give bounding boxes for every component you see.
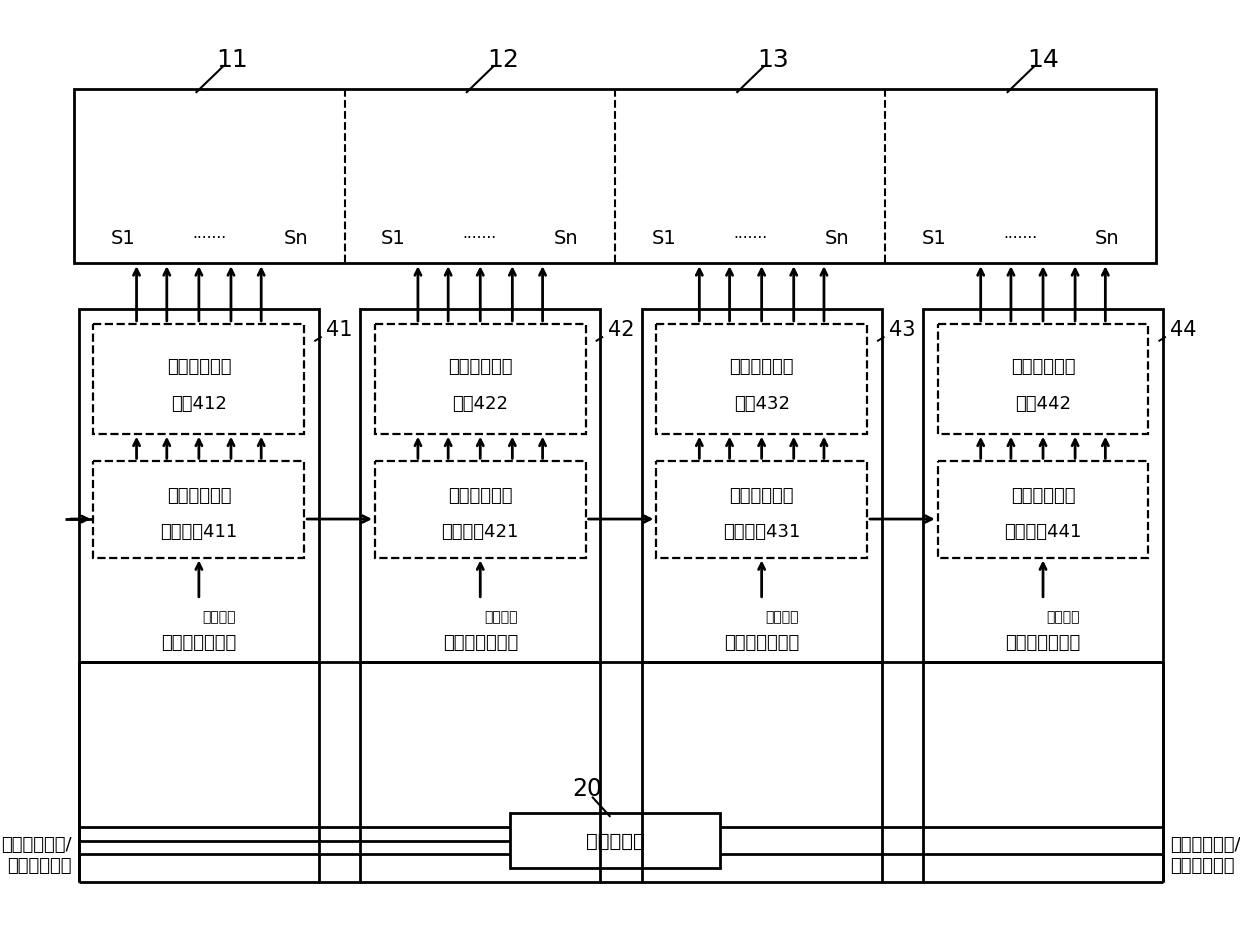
Text: 控制信号: 控制信号: [1047, 609, 1080, 624]
Text: 第一源极驱动器: 第一源极驱动器: [161, 633, 237, 651]
Text: 第三源极驱动: 第三源极驱动: [729, 357, 794, 375]
Bar: [360, 309, 600, 663]
Bar: [93, 462, 304, 558]
Bar: [923, 309, 1163, 663]
Text: 第四源极驱动器: 第四源极驱动器: [1006, 633, 1080, 651]
Text: 显示数据信号/
时序控制信号: 显示数据信号/ 时序控制信号: [1171, 835, 1240, 874]
Text: 12: 12: [487, 48, 518, 71]
Text: 时序控制器: 时序控制器: [585, 831, 645, 850]
Text: 第四源极驱动: 第四源极驱动: [1011, 357, 1075, 375]
Text: 电路412: 电路412: [171, 394, 227, 412]
Text: 42: 42: [608, 320, 634, 340]
Bar: [374, 325, 585, 434]
Text: 电路422: 电路422: [453, 394, 508, 412]
Text: Sn: Sn: [284, 228, 309, 248]
Text: 生成电路431: 生成电路431: [723, 522, 800, 540]
Bar: [641, 309, 882, 663]
Text: 44: 44: [1171, 320, 1197, 340]
Text: Sn: Sn: [1095, 228, 1120, 248]
Text: 第二伽马电压: 第二伽马电压: [448, 486, 512, 505]
Text: 13: 13: [758, 48, 789, 71]
Text: 43: 43: [889, 320, 915, 340]
Bar: [93, 325, 304, 434]
Bar: [656, 325, 867, 434]
Text: 电路432: 电路432: [734, 394, 790, 412]
Bar: [510, 813, 720, 868]
Text: 电路442: 电路442: [1016, 394, 1071, 412]
Text: 14: 14: [1028, 48, 1059, 71]
Text: S1: S1: [921, 228, 946, 248]
Bar: [937, 325, 1148, 434]
Text: 第三源极驱动器: 第三源极驱动器: [724, 633, 800, 651]
Text: 生成电路441: 生成电路441: [1004, 522, 1081, 540]
Text: 显示数据信号/
时序控制信号: 显示数据信号/ 时序控制信号: [1, 835, 72, 874]
Text: 第三伽马电压: 第三伽马电压: [729, 486, 794, 505]
Text: 第四伽马电压: 第四伽马电压: [1011, 486, 1075, 505]
Bar: [656, 462, 867, 558]
Text: S1: S1: [110, 228, 135, 248]
Text: 第二源极驱动: 第二源极驱动: [448, 357, 512, 375]
Text: Sn: Sn: [825, 228, 849, 248]
Text: 控制信号: 控制信号: [765, 609, 799, 624]
Text: 控制信号: 控制信号: [202, 609, 236, 624]
Text: S1: S1: [381, 228, 405, 248]
Text: ·······: ·······: [192, 231, 227, 246]
Text: 控制信号: 控制信号: [484, 609, 517, 624]
Text: 生成电路411: 生成电路411: [160, 522, 238, 540]
Bar: [937, 462, 1148, 558]
Text: 41: 41: [326, 320, 353, 340]
Bar: [374, 462, 585, 558]
Text: 20: 20: [573, 776, 603, 800]
Text: 第二源极驱动器: 第二源极驱动器: [443, 633, 518, 651]
Text: S1: S1: [651, 228, 676, 248]
Text: 第一伽马电压: 第一伽马电压: [166, 486, 231, 505]
Text: 生成电路421: 生成电路421: [441, 522, 520, 540]
Text: ·······: ·······: [1003, 231, 1038, 246]
Bar: [79, 309, 319, 663]
Text: 11: 11: [217, 48, 248, 71]
Text: 第一源极驱动: 第一源极驱动: [166, 357, 231, 375]
Text: Sn: Sn: [554, 228, 579, 248]
Text: ·······: ·······: [463, 231, 497, 246]
Text: ·······: ·······: [733, 231, 768, 246]
Bar: [74, 90, 1156, 264]
